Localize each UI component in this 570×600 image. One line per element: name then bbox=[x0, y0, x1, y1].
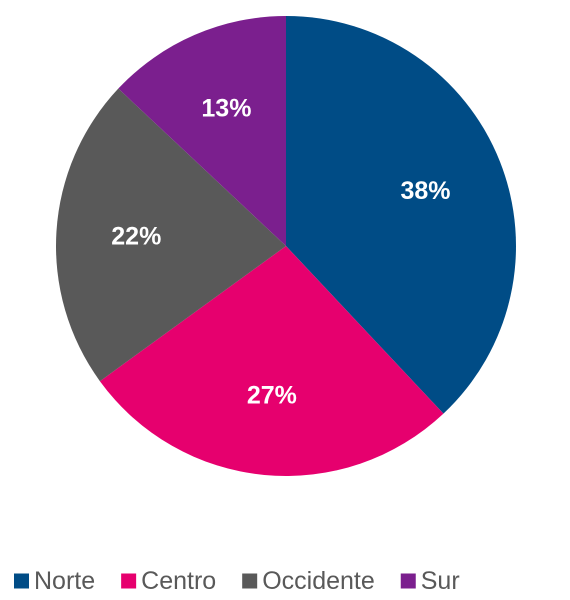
legend-item-occidente: Occidente bbox=[242, 567, 375, 595]
pie-slice-sur bbox=[118, 16, 286, 246]
legend-label-sur: Sur bbox=[421, 567, 460, 595]
data-label-centro: 27% bbox=[247, 381, 297, 409]
data-label-occidente: 22% bbox=[111, 223, 161, 251]
pie-slice-norte bbox=[286, 16, 516, 414]
legend-label-centro: Centro bbox=[141, 567, 216, 595]
legend: Norte Centro Occidente Sur bbox=[14, 567, 460, 595]
legend-swatch-norte bbox=[14, 573, 29, 589]
pie-data-labels: 38% 27% 22% 13% bbox=[111, 94, 450, 409]
pie-slice-occidente bbox=[56, 88, 286, 382]
legend-swatch-sur bbox=[400, 573, 416, 589]
pie-slices bbox=[56, 16, 516, 476]
data-label-sur: 13% bbox=[201, 94, 251, 122]
legend-swatch-occidente bbox=[242, 573, 258, 589]
legend-label-norte: Norte bbox=[34, 567, 95, 595]
legend-item-norte: Norte bbox=[14, 567, 95, 595]
pie-slice-centro bbox=[99, 246, 444, 476]
legend-swatch-centro bbox=[121, 573, 137, 589]
legend-item-sur: Sur bbox=[400, 567, 460, 595]
legend-label-occidente: Occidente bbox=[262, 567, 375, 595]
legend-item-centro: Centro bbox=[121, 567, 216, 595]
data-label-norte: 38% bbox=[400, 177, 450, 205]
